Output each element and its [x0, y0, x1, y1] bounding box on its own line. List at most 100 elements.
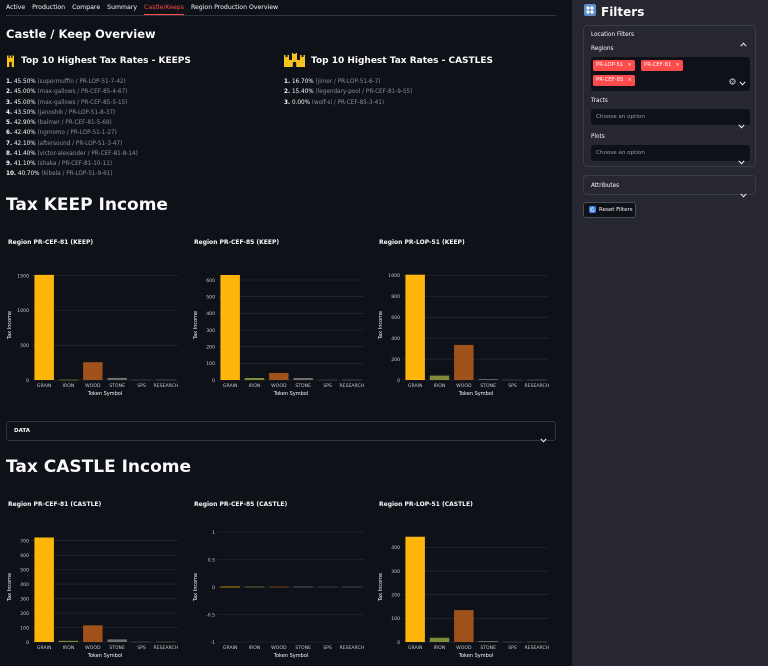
rank-row: 2. 15.40% (legendary-pool / PR-CEF-81-9-…: [284, 87, 554, 97]
tax-rate: 15.40%: [291, 89, 314, 96]
clear-all-icon[interactable]: [729, 70, 736, 89]
region-chip[interactable]: PR-CEF-85 ×: [593, 75, 635, 86]
plots-label: Plots: [591, 134, 605, 140]
plots-placeholder: Choose an option: [596, 150, 645, 156]
regions-multiselect[interactable]: PR-LOP-51 × PR-CEF-81 × PR-CEF-85 ×: [591, 57, 750, 91]
main-content: Active Production Compare Summary Castle/Kee…: [6, 2, 556, 666]
reset-filters-button[interactable]: Reset Filters: [583, 202, 636, 218]
y-tick-label: 300: [20, 596, 29, 602]
chevron-down-icon[interactable]: [738, 150, 745, 169]
y-axis-label: Tax Income: [7, 573, 13, 602]
bar-sps: [502, 641, 523, 643]
castle-icon: [284, 52, 305, 71]
tracts-select[interactable]: Choose an option: [591, 109, 750, 129]
attributes-expander[interactable]: Attributes: [583, 175, 756, 198]
x-tick-label: GRAIN: [223, 645, 238, 651]
x-tick-label: SPS: [323, 645, 332, 651]
tax-rate: 41.40%: [13, 150, 36, 157]
tax-rate: 42.10%: [13, 140, 36, 147]
x-tick-label: IRON: [434, 383, 446, 389]
tab-summary[interactable]: Summary: [107, 4, 138, 11]
x-tick-label: WOOD: [85, 383, 101, 389]
y-tick-label: 400: [206, 311, 215, 317]
bar-stone: [478, 641, 498, 642]
tax-rate: 43.50%: [13, 109, 36, 116]
chevron-up-icon[interactable]: [740, 32, 747, 51]
bar-wood: [454, 344, 474, 380]
tab-castle-keeps[interactable]: Castle/Keeps: [144, 2, 184, 15]
x-tick-label: WOOD: [271, 645, 287, 651]
y-tick-label: 100: [391, 616, 400, 622]
keeps-top-list: Top 10 Highest Tax Rates - KEEPS 1. 45.5…: [6, 54, 276, 180]
bar-stone: [478, 379, 498, 380]
castles-rank-rows: 1. 16.70% (jimer / PR-LOP-51-6-7) 2. 15.4…: [284, 77, 554, 108]
bar-iron: [58, 379, 79, 381]
rank-number: 5.: [6, 120, 13, 126]
region-chip[interactable]: PR-LOP-51 ×: [593, 60, 635, 71]
rank-row: 1. 16.70% (jimer / PR-LOP-51-6-7): [284, 77, 554, 87]
y-tick-label: 400: [20, 582, 29, 588]
bar-research: [342, 586, 362, 588]
bar-iron: [244, 586, 265, 588]
keep-income-title: Tax KEEP Income: [6, 195, 168, 215]
x-tick-label: STONE: [109, 383, 125, 389]
y-tick-label: 0: [397, 640, 400, 646]
tab-compare[interactable]: Compare: [72, 4, 101, 11]
chevron-down-icon[interactable]: [740, 183, 747, 202]
x-tick-label: SPS: [137, 645, 146, 651]
owner-plot: (shaka / PR-CEF-81-10-11): [37, 161, 113, 167]
x-tick-label: GRAIN: [408, 645, 423, 651]
data-expander[interactable]: DATA: [6, 421, 556, 443]
owner-plot: (victor-alexander / PR-CEF-81-8-14): [37, 150, 138, 157]
rank-number: 2.: [284, 89, 291, 96]
keeps-top-title: Top 10 Highest Tax Rates - KEEPS: [21, 56, 191, 66]
x-tick-label: WOOD: [456, 645, 472, 651]
bar-iron: [429, 375, 450, 380]
y-tick-label: 1000: [388, 273, 400, 279]
rank-row: 2. 45.00% (max-gallows / PR-CEF-85-4-67): [6, 87, 276, 97]
tab-bar: Active Production Compare Summary Castle/Kee…: [6, 2, 556, 16]
tab-production[interactable]: Production: [32, 4, 66, 11]
close-icon[interactable]: ×: [675, 62, 680, 68]
chart-keep-cef85: Region PR-CEF-85 (KEEP) 0 100 200 300 400 500 6…: [192, 236, 368, 404]
y-tick-label: 200: [206, 344, 215, 350]
bar-iron: [429, 637, 450, 642]
data-expander-label: DATA: [14, 428, 30, 434]
y-tick-label: -0.5: [206, 612, 215, 618]
chart-title: Region PR-CEF-85 (KEEP): [194, 239, 279, 246]
close-icon[interactable]: ×: [627, 62, 632, 68]
owner-plot: (aftersound / PR-LOP-51-3-47): [37, 140, 123, 147]
bar-grain: [220, 586, 240, 588]
owner-plot: (kibela / PR-LOP-51-9-61): [41, 171, 113, 178]
bar-wood: [454, 610, 474, 642]
bar-stone: [107, 639, 127, 642]
bar-sps: [317, 586, 338, 588]
tax-rate: 45.00%: [13, 89, 36, 96]
rank-row: 8. 41.40% (victor-alexander / PR-CEF-81-…: [6, 149, 276, 159]
y-tick-label: 600: [206, 278, 215, 284]
x-tick-label: RESEARCH: [339, 383, 364, 389]
y-tick-label: 700: [20, 538, 29, 544]
y-tick-label: 1000: [17, 308, 29, 314]
y-tick-label: 200: [20, 611, 29, 617]
tab-region-production-overview[interactable]: Region Production Overview: [190, 4, 279, 11]
bar-research: [342, 379, 362, 381]
attributes-label: Attributes: [591, 183, 620, 189]
bar-wood: [269, 586, 289, 588]
rank-number: 1.: [6, 79, 13, 85]
bar-grain: [34, 537, 54, 642]
chevron-down-icon[interactable]: [738, 114, 745, 133]
x-tick-label: STONE: [295, 645, 311, 651]
chart-castle-lop51: Region PR-LOP-51 (CASTLE) 0 100 200 300 400 GR…: [377, 498, 553, 666]
tab-active[interactable]: Active: [6, 4, 26, 11]
bar-grain: [405, 536, 425, 642]
plots-select[interactable]: Choose an option: [591, 145, 750, 165]
close-icon[interactable]: ×: [627, 77, 632, 83]
chart-title: Region PR-CEF-85 (CASTLE): [194, 501, 288, 508]
chart-castle-cef85: Region PR-CEF-85 (CASTLE) -1 -0.5 0 0.5 1 GRAI…: [192, 498, 368, 666]
chevron-down-icon[interactable]: [540, 428, 547, 447]
chevron-down-icon[interactable]: [739, 71, 746, 90]
y-tick-label: 1: [212, 530, 215, 536]
bar-grain: [220, 275, 240, 380]
region-chip[interactable]: PR-CEF-81 ×: [641, 60, 683, 71]
